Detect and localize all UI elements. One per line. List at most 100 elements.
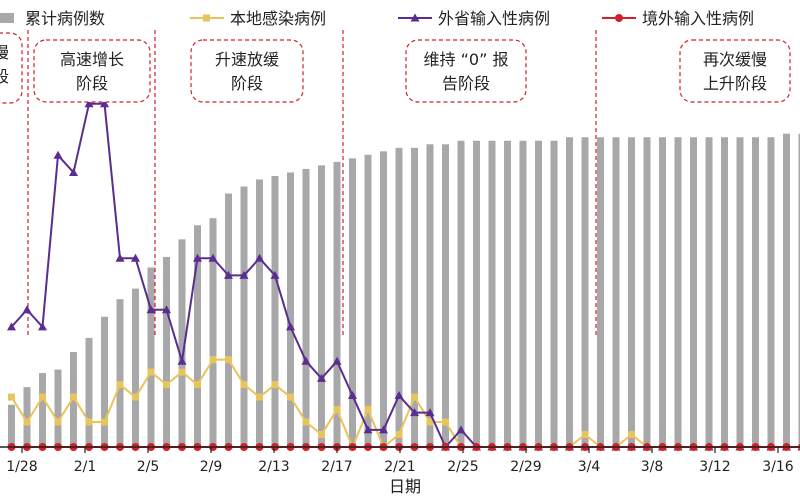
cumulative-bar — [643, 137, 651, 448]
local-case-point — [147, 368, 155, 376]
stage-box — [33, 39, 151, 103]
stage-box — [0, 32, 23, 104]
province-case-point — [224, 270, 233, 279]
province-case-point — [239, 270, 249, 279]
local-case-point — [225, 356, 232, 364]
province-case-point — [84, 99, 94, 108]
x-tick-label: 3/4 — [578, 459, 601, 475]
cumulative-bar — [302, 168, 310, 448]
cumulative-bar — [535, 140, 542, 447]
cumulative-bar — [674, 137, 682, 448]
x-tick-label: 2/1 — [74, 459, 97, 475]
cumulative-bar — [364, 154, 372, 447]
local-case-point — [240, 381, 248, 389]
stage-label-line1: 慢 — [0, 43, 9, 62]
local-case-point — [70, 393, 77, 401]
cumulative-bar — [783, 133, 790, 447]
cumulative-bar — [271, 175, 279, 447]
cumulative-bar — [209, 218, 217, 447]
cumulative-bar — [178, 239, 186, 447]
stage-box — [190, 39, 304, 103]
x-tick-label: 3/16 — [762, 459, 794, 475]
x-tick-label: 2/21 — [384, 459, 415, 475]
cumulative-bar — [597, 137, 604, 448]
local-case-point — [442, 418, 449, 426]
cumulative-bar — [380, 151, 387, 447]
local-case-point — [318, 431, 325, 439]
x-tick-label: 2/29 — [510, 459, 541, 475]
x-tick-label: 1/28 — [6, 459, 37, 475]
local-case-point — [271, 381, 279, 389]
cumulative-bar — [659, 137, 666, 448]
x-tick-label: 2/25 — [447, 459, 478, 475]
cumulative-bar — [333, 161, 341, 447]
stage-label-line1: 维持 “0” 报 — [424, 50, 509, 69]
cumulative-bar — [194, 225, 201, 447]
local-case-point — [132, 393, 139, 401]
cumulative-bar — [132, 288, 139, 447]
stage-label-line1: 再次缓慢 — [703, 50, 767, 69]
cumulative-bar — [318, 165, 325, 447]
cumulative-bar — [581, 137, 589, 448]
cumulative-bar — [349, 158, 356, 448]
cumulative-bar — [705, 137, 713, 448]
local-case-point — [8, 393, 15, 401]
cumulative-bar — [85, 337, 93, 447]
local-case-point — [101, 418, 108, 426]
province-case-point — [270, 270, 280, 279]
province-case-point — [286, 322, 295, 331]
province-case-point — [131, 253, 140, 262]
province-case-point — [22, 305, 32, 314]
cumulative-bar — [721, 137, 728, 448]
local-case-point — [178, 368, 186, 376]
cumulative-bar — [736, 137, 744, 448]
province-case-point — [146, 305, 156, 314]
line-overseas — [11, 446, 800, 448]
line-other-province — [10, 102, 800, 449]
cumulative-bar — [411, 147, 418, 448]
x-tick-label: 3/12 — [699, 459, 730, 475]
cumulative-bar — [798, 133, 800, 447]
stage-label-line1: 高速增长 — [60, 50, 124, 69]
x-tick-label: 2/13 — [258, 459, 289, 475]
local-case-point — [85, 418, 93, 426]
cumulative-bar — [426, 144, 434, 447]
province-case-point — [348, 391, 357, 400]
local-case-point — [395, 431, 403, 439]
local-case-point — [287, 393, 294, 401]
local-case-point — [209, 356, 217, 364]
legend-marker — [410, 13, 420, 22]
province-case-point — [38, 322, 47, 331]
province-case-point — [7, 322, 16, 331]
province-case-point — [425, 408, 435, 417]
local-case-point — [333, 406, 341, 414]
x-tick-label: 2/5 — [137, 459, 160, 475]
stage-label-line2: 阶段 — [76, 74, 108, 93]
x-tick-label: 2/17 — [321, 459, 352, 475]
cumulative-bar — [767, 137, 775, 448]
province-case-point — [394, 391, 404, 400]
cumulative-bar — [519, 140, 527, 447]
stage-box — [405, 39, 527, 103]
local-case-point — [364, 406, 372, 414]
cumulative-bar — [54, 369, 62, 447]
local-case-point — [39, 393, 46, 401]
cumulative-bar — [116, 299, 124, 447]
province-case-point — [255, 253, 264, 262]
cumulative-bar — [612, 137, 620, 448]
province-case-point — [363, 425, 373, 434]
cumulative-bar — [287, 172, 294, 447]
local-case-point — [302, 418, 310, 426]
cumulative-bar — [550, 140, 558, 447]
cumulative-bar — [163, 256, 170, 447]
x-axis: 1/28 2/1 2/5 2/9 2/13 2/17 2/21 2/25 2/29 3/4 3/8 3… — [0, 446, 800, 475]
stage-label-line2: 告阶段 — [442, 74, 490, 93]
local-case-point — [163, 381, 170, 389]
x-tick-label: 3/8 — [641, 459, 664, 475]
province-case-point — [177, 356, 187, 365]
local-case-point — [23, 418, 31, 426]
province-case-point — [410, 408, 419, 417]
province-case-point — [317, 373, 326, 382]
cumulative-bar — [147, 267, 155, 447]
province-case-point — [332, 356, 342, 365]
